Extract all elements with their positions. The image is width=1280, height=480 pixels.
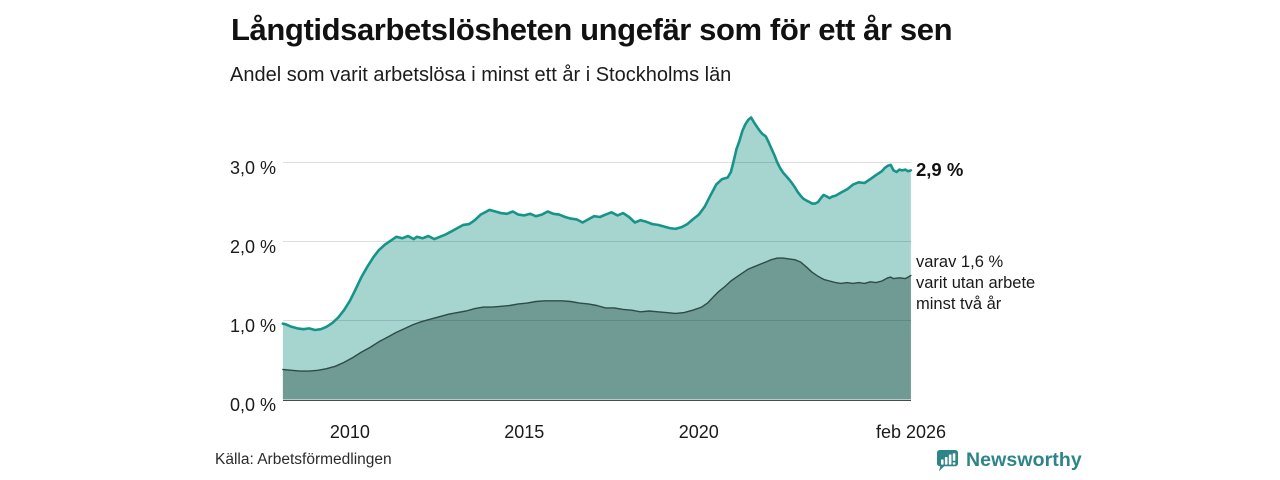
end-label-two-year: varav 1,6 % varit utan arbete minst två …	[916, 252, 1035, 315]
x-tick-label: 2015	[504, 422, 544, 442]
chart-subtitle: Andel som varit arbetslösa i minst ett å…	[230, 64, 732, 86]
y-tick-label: 0,0 %	[230, 395, 276, 415]
end-label-two-year-line3: minst två år	[916, 295, 1002, 313]
x-tick-label: 2020	[679, 422, 719, 442]
brand-logo: Newsworthy	[936, 449, 1082, 472]
x-tick-label: feb 2026	[876, 422, 946, 442]
series-line-one-year	[281, 116, 913, 332]
brand-name: Newsworthy	[966, 449, 1082, 471]
y-tick-label: 3,0 %	[230, 158, 276, 178]
end-label-total: 2,9 %	[916, 159, 964, 180]
series-area-two-year	[282, 258, 911, 400]
end-label-two-year-line2: varit utan arbete	[916, 274, 1036, 292]
source-note: Källa: Arbetsförmedlingen	[215, 451, 392, 468]
x-tick-label: 2010	[330, 422, 370, 442]
end-label-two-year-line1: varav 1,6 %	[916, 253, 1004, 271]
newsworthy-logo-icon	[936, 449, 959, 472]
series-line-two-year	[282, 257, 912, 372]
y-tick-label: 2,0 %	[230, 237, 276, 257]
chart-title: Långtidsarbetslösheten ungefär som för e…	[231, 12, 953, 47]
y-tick-label: 1,0 %	[230, 316, 276, 336]
